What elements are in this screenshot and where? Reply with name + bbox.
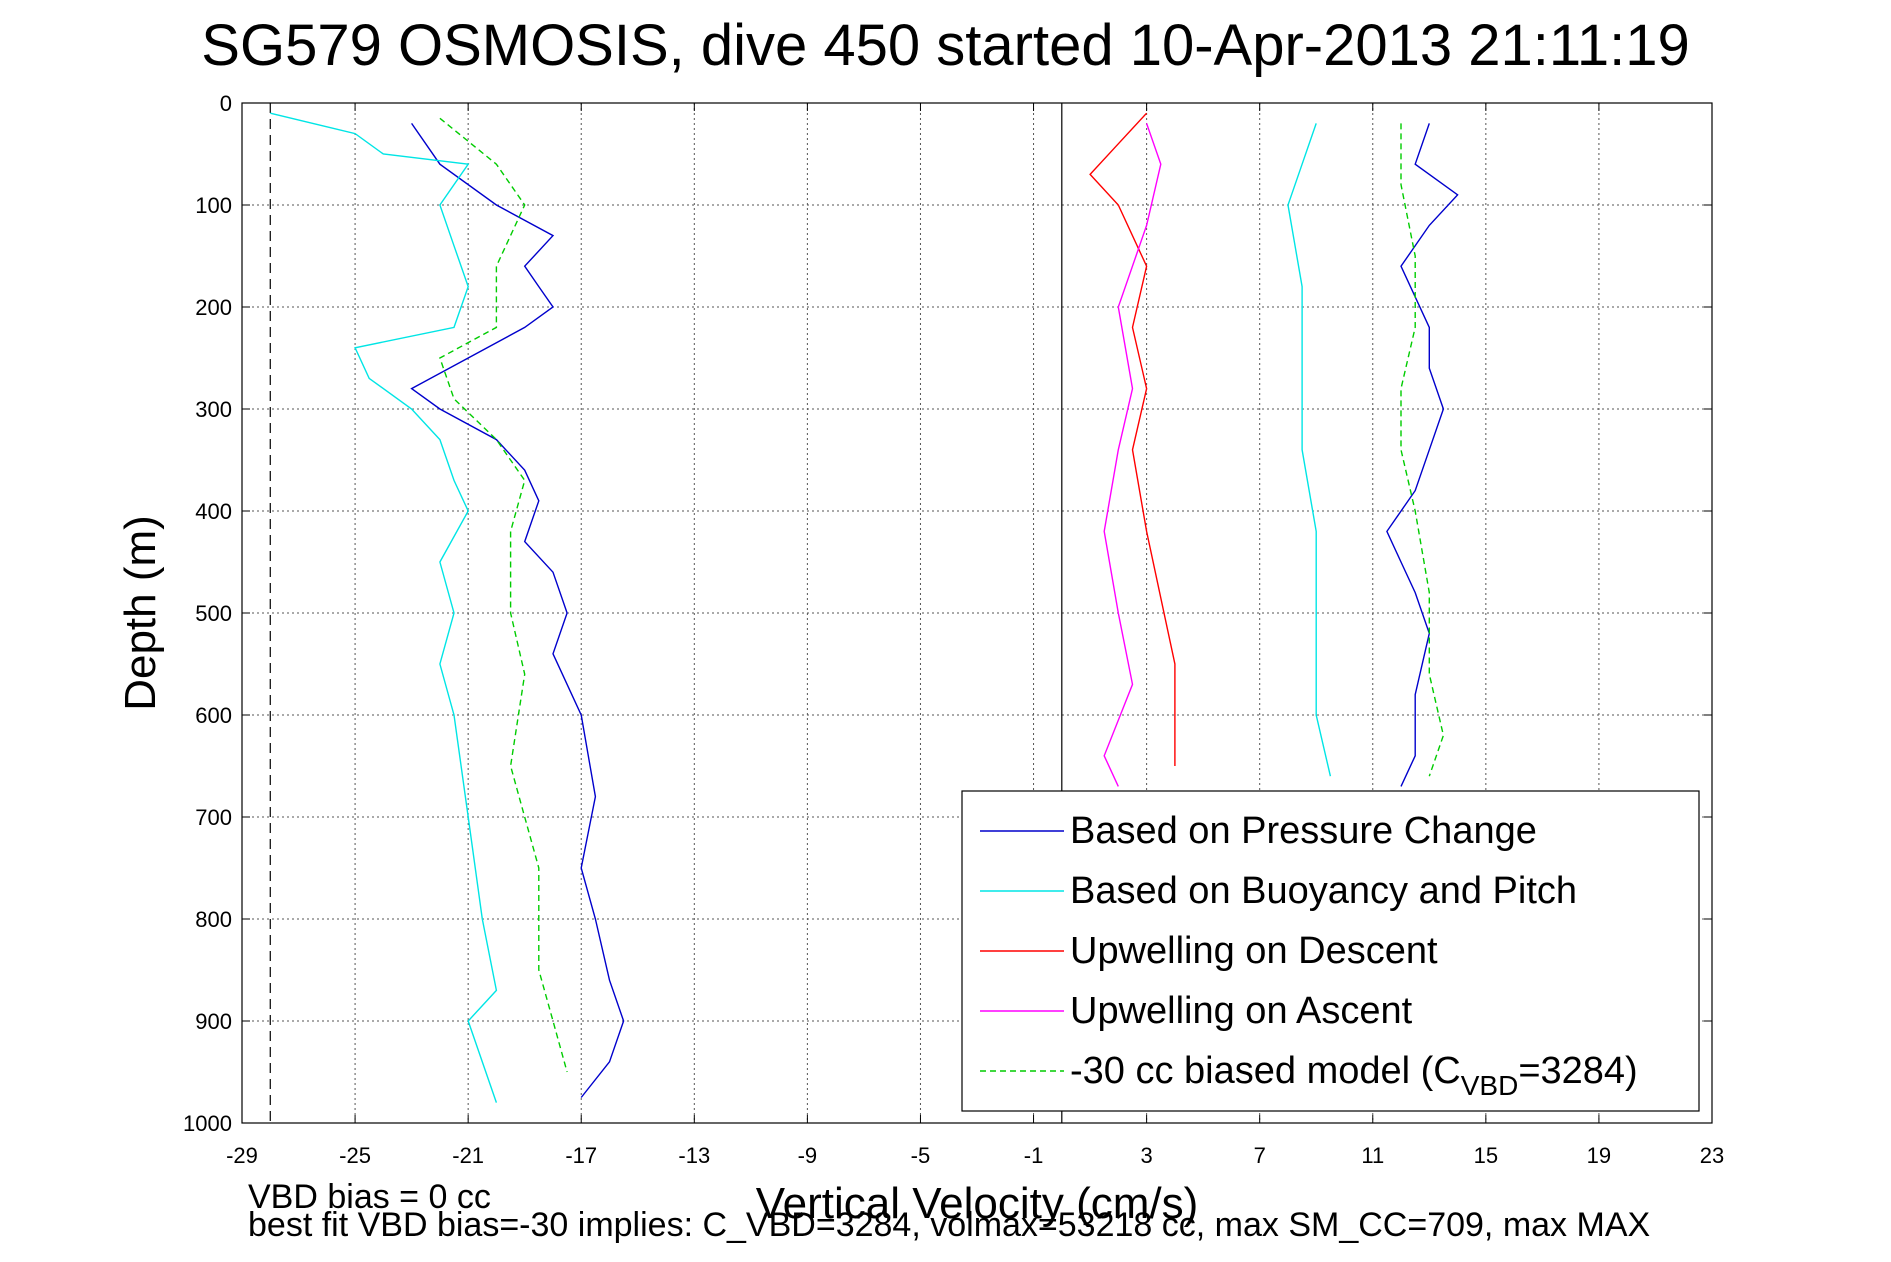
- series-line: [1386, 123, 1459, 787]
- series-lines: [270, 112, 1459, 1103]
- x-tick-label: -21: [452, 1143, 484, 1168]
- x-tick-label: 3: [1140, 1143, 1152, 1168]
- legend-label: Upwelling on Ascent: [1070, 990, 1413, 1032]
- y-tick-label: 1000: [183, 1111, 232, 1136]
- y-tick-label: 0: [220, 91, 232, 116]
- x-axis-label: Vertical Velocity (cm/s): [756, 1179, 1199, 1228]
- x-tick-label: -17: [565, 1143, 597, 1168]
- y-tick-label: 600: [195, 703, 232, 728]
- x-tick-label: -5: [911, 1143, 931, 1168]
- y-tick-label: 800: [195, 907, 232, 932]
- legend-box: [961, 790, 1700, 1112]
- footer-line-2: best fit VBD bias=-30 implies: C_VBD=328…: [248, 1206, 1651, 1244]
- x-tick-label: -13: [678, 1143, 710, 1168]
- y-tick-label: 500: [195, 601, 232, 626]
- legend-label: Based on Buoyancy and Pitch: [1070, 870, 1577, 912]
- y-tick-label: 100: [195, 193, 232, 218]
- series-line: [410, 123, 625, 1098]
- series-line: [1103, 123, 1162, 787]
- legend-label: Based on Pressure Change: [1070, 810, 1537, 852]
- x-tick-label: -9: [798, 1143, 818, 1168]
- series-line: [1089, 112, 1176, 766]
- y-axis-label: Depth (m): [116, 515, 165, 711]
- x-tick-labels: -29 -25 -21 -17 -13 -9 -5 -1 3 7 11 15 19 23: [226, 1143, 1724, 1168]
- series-line: [270, 112, 498, 1103]
- y-tick-label: 200: [195, 295, 232, 320]
- series-line: [1400, 123, 1445, 777]
- y-tick-label: 700: [195, 805, 232, 830]
- legend: Based on Pressure Change Based on Buoyanc…: [961, 790, 1700, 1112]
- plot-frame: [241, 102, 1713, 1124]
- series-line: [1287, 123, 1332, 777]
- y-tick-label: 300: [195, 397, 232, 422]
- footer-line-1: VBD bias = 0 cc: [248, 1178, 491, 1216]
- x-tick-label: 15: [1474, 1143, 1498, 1168]
- x-tick-label: 23: [1700, 1143, 1724, 1168]
- x-tick-label: -25: [339, 1143, 371, 1168]
- y-tick-label: 400: [195, 499, 232, 524]
- y-tick-labels: 0 100 200 300 400 500 600 700 800 900 1000: [183, 91, 232, 1136]
- x-tick-label: 11: [1361, 1143, 1384, 1168]
- x-tick-label: 7: [1254, 1143, 1266, 1168]
- x-tick-label: 19: [1587, 1143, 1611, 1168]
- chart-title: SG579 OSMOSIS, dive 450 started 10-Apr-2…: [201, 13, 1690, 78]
- y-tick-label: 900: [195, 1009, 232, 1034]
- x-tick-label: -29: [226, 1143, 258, 1168]
- x-tick-label: -1: [1024, 1143, 1044, 1168]
- legend-label: Upwelling on Descent: [1070, 930, 1438, 972]
